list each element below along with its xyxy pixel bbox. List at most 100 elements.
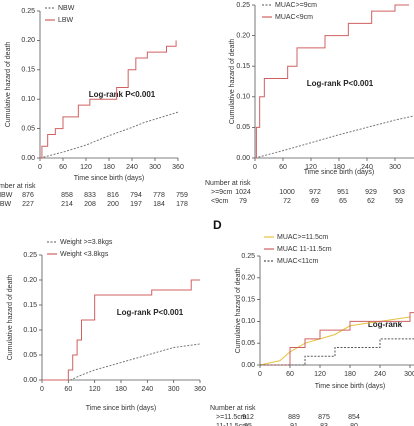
legend-label: LBW [58,17,74,24]
risk-count: 854 [348,414,360,421]
risk-count: 184 [153,201,165,208]
survival-curve [42,343,201,381]
y-tick-label: 0.00 [23,377,37,384]
y-tick-label: 0.15 [21,67,35,74]
y-tick-label: 0.25 [21,8,35,15]
risk-count: 83 [320,423,328,426]
y-axis-title: Cumulative hazard of death [235,268,242,354]
risk-count: 951 [337,189,349,196]
panel-label: D [213,218,222,232]
risk-count: 62 [367,198,375,205]
x-axis-title: Time since birth (days) [315,383,386,390]
x-tick-label: 180 [344,371,356,378]
risk-count: 833 [84,192,96,199]
legend-label: Weight >=3.8kgs [60,239,113,246]
risk-count: 794 [130,192,142,199]
risk-count: 214 [61,201,73,208]
y-tick-label: 0.20 [236,32,250,39]
risk-row-label: >=9cm [211,189,233,196]
risk-count: 178 [176,201,188,208]
risk-row-label: 11-11.5cm [216,423,248,426]
y-tick-label: 0.10 [23,327,37,334]
risk-count: 69 [311,198,319,205]
y-tick-label: 0.05 [23,352,37,359]
x-tick-label: 300 [149,164,161,171]
y-tick-label: 0.10 [21,96,35,103]
risk-row-label: NBW [0,192,13,199]
risk-count: 816 [107,192,119,199]
x-tick-label: 60 [279,164,287,171]
survival-curve [255,4,409,159]
y-tick-label: 0.20 [21,37,35,44]
x-tick-label: 120 [305,164,317,171]
y-tick-label: 0.20 [241,275,255,282]
risk-count: 1000 [279,189,295,196]
risk-row-label: >=11.5cm [216,414,247,421]
x-tick-label: 0 [253,164,257,171]
x-tick-label: 60 [59,164,67,171]
y-tick-label: 0.05 [241,340,255,347]
x-tick-label: 300 [404,371,414,378]
risk-count: 858 [61,192,73,199]
survival-curve [42,279,200,381]
y-tick-label: 0.15 [23,302,37,309]
x-tick-label: 180 [333,164,345,171]
y-tick-label: 0.00 [241,362,255,369]
x-tick-label: 240 [361,164,373,171]
y-tick-label: 0.15 [236,63,250,70]
x-tick-label: 180 [103,164,115,171]
x-tick-label: 0 [258,371,262,378]
risk-table-title: Number at risk [0,183,36,190]
x-tick-label: 0 [38,164,42,171]
survival-curve [260,338,414,366]
y-tick-label: 0.05 [236,124,250,131]
annotation: Log-rank P<0.001 [117,308,184,317]
risk-count: 80 [350,423,358,426]
risk-count: 65 [339,198,347,205]
x-tick-label: 180 [115,386,127,393]
x-tick-label: 300 [389,164,401,171]
risk-count: 79 [239,198,247,205]
annotation: Log-rank P<0.001 [89,90,156,99]
x-tick-label: 240 [126,164,138,171]
risk-count: 197 [130,201,142,208]
y-tick-label: 0.20 [23,277,37,284]
risk-row-label: LBW [0,201,12,208]
risk-count: 91 [290,423,298,426]
x-tick-label: 240 [374,371,386,378]
legend-label: MUAC 11-11.5cm [277,246,332,253]
x-tick-label: 240 [141,386,153,393]
x-axis-title: Time since birth (days) [304,169,375,176]
x-tick-label: 60 [64,386,72,393]
risk-count: 903 [393,189,405,196]
risk-count: 759 [176,192,188,199]
risk-table-title: Number at risk [210,405,256,412]
x-axis-title: Time since birth (days) [86,405,157,412]
x-tick-label: 300 [168,386,180,393]
risk-count: 72 [283,198,291,205]
risk-count: 208 [84,201,96,208]
x-axis-title: Time since birth (days) [74,175,145,182]
legend-label: MUAC>=11.5cm [277,234,328,241]
x-tick-label: 60 [286,371,294,378]
annotation: Log-rank P<0.001 [307,79,374,88]
risk-count: 59 [395,198,403,205]
risk-count: 200 [107,201,119,208]
risk-count: 889 [288,414,300,421]
legend-label: MUAC<11cm [277,258,318,265]
survival-curve [260,312,414,366]
x-tick-label: 360 [172,164,184,171]
risk-count: 876 [22,192,34,199]
y-tick-label: 0.15 [241,296,255,303]
y-tick-label: 0.25 [23,252,37,259]
legend-label: MUAC>=9cm [275,2,317,9]
survival-curve [40,40,177,159]
survival-curve [39,111,179,159]
y-tick-label: 0.00 [21,155,35,162]
legend-label: Weight <3.8kgs [60,251,109,258]
y-axis-title: Cumulative hazard of death [5,42,12,128]
risk-row-label: <9cm [211,198,228,205]
y-tick-label: 0.10 [241,318,255,325]
legend-label: MUAC<9cm [275,14,313,21]
